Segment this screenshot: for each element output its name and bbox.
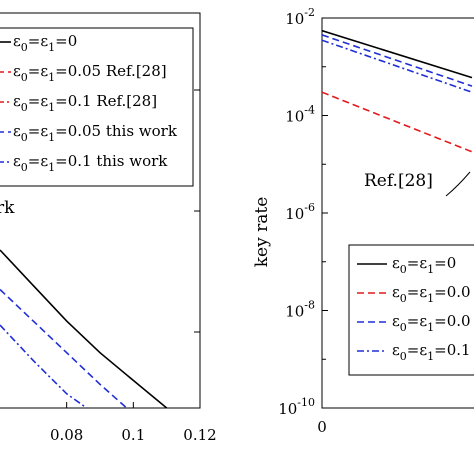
right-legend: ε0=ε1=0 ε0=ε1=0.0 ε0=ε1=0.0 ε0=ε1=0.1 xyxy=(348,244,474,376)
left-annotation-fragment: rk xyxy=(0,198,15,218)
right-series-line-0 xyxy=(322,29,473,79)
left-x-tick-label: 0.1 xyxy=(121,426,145,444)
right-legend-label-0: ε0=ε1=0 xyxy=(392,254,456,276)
left-series-line-3 xyxy=(0,288,128,408)
left-x-tick-label: 0.12 xyxy=(183,426,216,444)
right-legend-box xyxy=(348,244,474,376)
right-y-tick-label: 10-10 xyxy=(278,396,315,418)
right-y-tick-label: 10-2 xyxy=(285,6,315,28)
left-legend-box xyxy=(0,27,194,187)
right-y-axis-label: key rate xyxy=(252,197,272,268)
left-legend-label-4: ε0=ε1=0.1 this work xyxy=(13,152,168,174)
left-legend: ε0=ε1=0 ε0=ε1=0.05 Ref.[28] ε0=ε1=0.1 Ref.… xyxy=(0,27,194,187)
left-legend-label-3: ε0=ε1=0.05 this work xyxy=(13,122,178,144)
left-legend-label-1: ε0=ε1=0.05 Ref.[28] xyxy=(13,62,167,84)
right-legend-label-3: ε0=ε1=0.1 xyxy=(392,341,471,363)
right-series-line-3 xyxy=(322,39,473,93)
right-legend-label-1: ε0=ε1=0.0 xyxy=(392,283,471,305)
right-legend-label-2: ε0=ε1=0.0 xyxy=(392,312,471,334)
right-y-tick-label: 10-4 xyxy=(285,104,315,126)
right-series-line-2 xyxy=(322,34,473,87)
right-y-tick-label: 10-8 xyxy=(285,299,315,321)
right-series-line-1 xyxy=(322,91,473,153)
left-legend-label-2: ε0=ε1=0.1 Ref.[28] xyxy=(13,92,157,114)
right-annotation-leader xyxy=(445,171,471,197)
left-series-line-4 xyxy=(0,324,88,408)
right-x-tick-label: 0 xyxy=(317,418,327,436)
right-y-tick-label: 10-6 xyxy=(285,201,315,223)
left-series-line-0 xyxy=(0,249,168,408)
right-panel: 10-2 10-4 10-6 10-8 10-100 key rate Ref.[28] ε0… xyxy=(252,6,474,436)
left-x-tick-label: 0.08 xyxy=(50,426,83,444)
left-legend-label-0: ε0=ε1=0 xyxy=(13,32,77,54)
right-annotation-ref28: Ref.[28] xyxy=(364,171,433,191)
